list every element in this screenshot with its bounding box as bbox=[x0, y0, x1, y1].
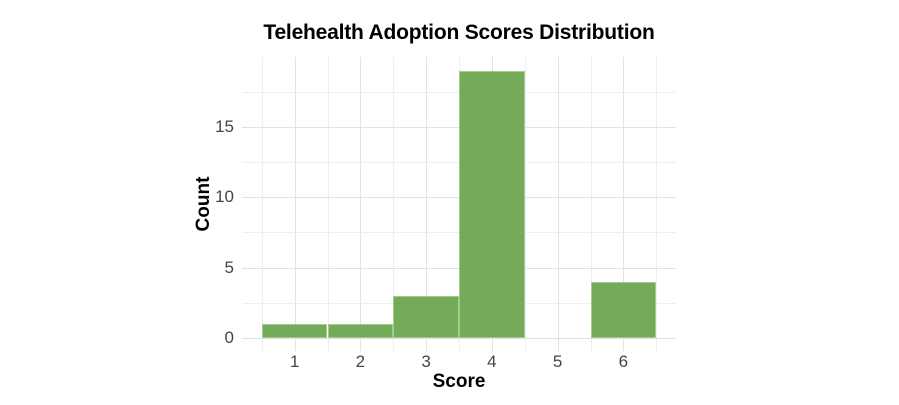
gridline-vertical bbox=[656, 57, 658, 351]
y-tick-label: 10 bbox=[215, 187, 234, 207]
gridline-vertical bbox=[623, 57, 625, 351]
y-tick-label: 0 bbox=[224, 327, 234, 347]
gridline-vertical bbox=[590, 57, 592, 351]
gridline-vertical bbox=[557, 57, 559, 351]
y-tick-label: 15 bbox=[215, 117, 234, 137]
y-tick-label: 5 bbox=[224, 257, 234, 277]
x-axis-label: Score bbox=[432, 371, 486, 392]
bar-score-6 bbox=[590, 281, 657, 338]
gridline-vertical bbox=[261, 57, 263, 351]
x-tick-label: 6 bbox=[618, 352, 629, 371]
x-tick-label: 4 bbox=[487, 352, 497, 371]
chart-title: Telehealth Adoption Scores Distribution bbox=[263, 21, 655, 44]
gridline-vertical bbox=[393, 57, 395, 351]
x-tick-label: 3 bbox=[421, 352, 431, 371]
gridline-vertical bbox=[327, 57, 329, 351]
x-tick-label: 5 bbox=[552, 352, 563, 371]
bar-score-3 bbox=[393, 295, 459, 338]
gridline-vertical bbox=[524, 57, 526, 351]
gridline-vertical bbox=[426, 57, 428, 351]
plot-area bbox=[242, 57, 676, 351]
x-tick-label: 2 bbox=[355, 352, 366, 371]
bar-score-4 bbox=[459, 71, 525, 338]
bar-score-1 bbox=[261, 323, 328, 338]
gridline-horizontal bbox=[242, 337, 676, 339]
gridline-vertical bbox=[294, 57, 296, 351]
x-tick-label: 1 bbox=[289, 352, 300, 371]
bar-score-2 bbox=[327, 323, 394, 338]
gridline-vertical bbox=[360, 57, 362, 351]
